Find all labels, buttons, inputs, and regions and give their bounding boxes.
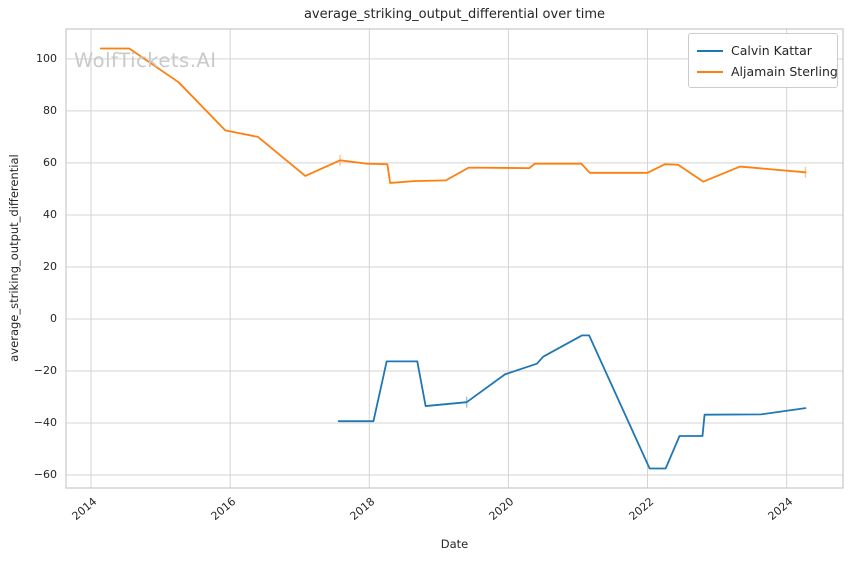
legend-item-calvin-kattar: Calvin Kattar (697, 40, 829, 61)
y-tick-label: 0 (50, 311, 57, 325)
watermark: WolfTickets.AI (74, 49, 217, 72)
y-tick-label: 60 (43, 155, 57, 169)
y-tick-label: −40 (33, 415, 57, 429)
legend-label: Calvin Kattar (731, 43, 812, 58)
y-tick-label: −60 (33, 467, 57, 481)
y-tick-label: 40 (43, 207, 57, 221)
legend-label: Aljamain Sterling (731, 64, 838, 79)
chart-title: average_striking_output_differential ove… (303, 7, 606, 22)
y-tick-label: 20 (43, 259, 57, 273)
legend-line-swatch-orange (697, 70, 723, 73)
y-axis-label: average_striking_output_differential (7, 154, 21, 362)
x-axis-label: Date (440, 537, 469, 551)
y-tick-label: 80 (43, 103, 57, 117)
legend-line-swatch-blue (697, 49, 723, 52)
legend: Calvin Kattar Aljamain Sterling (688, 33, 838, 88)
legend-item-aljamain-sterling: Aljamain Sterling (697, 61, 838, 82)
y-tick-label: −20 (33, 363, 57, 377)
y-tick-label: 100 (36, 51, 57, 65)
